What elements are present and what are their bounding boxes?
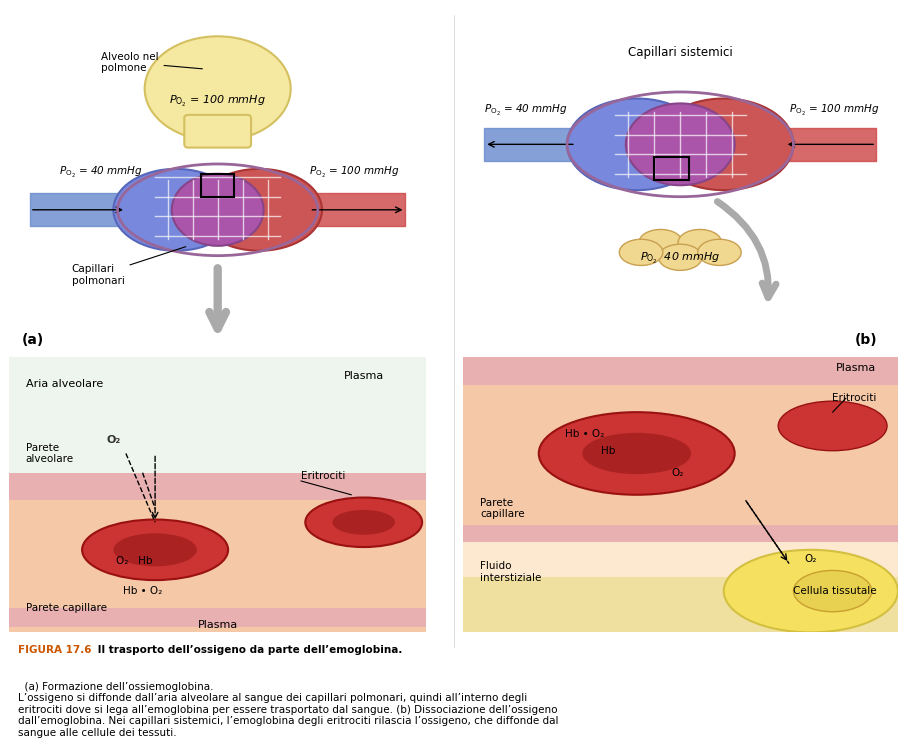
- Ellipse shape: [619, 240, 663, 266]
- FancyBboxPatch shape: [184, 115, 251, 147]
- Text: Plasma: Plasma: [198, 620, 238, 629]
- Text: Parete capillare: Parete capillare: [25, 603, 107, 612]
- Ellipse shape: [567, 98, 707, 190]
- Text: Fluido
interstiziale: Fluido interstiziale: [480, 561, 541, 583]
- Text: Capillari
polmonari: Capillari polmonari: [72, 247, 186, 286]
- Text: Capillari sistemici: Capillari sistemici: [628, 46, 733, 59]
- Text: Hb: Hb: [600, 446, 615, 456]
- Ellipse shape: [724, 550, 898, 632]
- FancyBboxPatch shape: [463, 577, 898, 632]
- FancyBboxPatch shape: [9, 481, 426, 632]
- Text: Plasma: Plasma: [836, 362, 876, 373]
- Text: Eritrociti: Eritrociti: [832, 394, 876, 403]
- FancyBboxPatch shape: [9, 357, 426, 481]
- Ellipse shape: [197, 169, 322, 251]
- Ellipse shape: [83, 519, 229, 580]
- Ellipse shape: [539, 412, 735, 495]
- Text: Hb • O₂: Hb • O₂: [123, 586, 162, 596]
- Ellipse shape: [654, 98, 794, 190]
- FancyBboxPatch shape: [9, 608, 426, 627]
- FancyBboxPatch shape: [9, 472, 426, 500]
- Text: Hb • O₂: Hb • O₂: [565, 429, 604, 439]
- Text: $P_{\mathrm{O_2}}$  40 mmHg: $P_{\mathrm{O_2}}$ 40 mmHg: [640, 251, 720, 266]
- Text: Eritrociti: Eritrociti: [301, 471, 346, 481]
- Text: Cellula tissutale: Cellula tissutale: [793, 586, 876, 596]
- Text: $P_{\mathrm{O_2}}$ = 100 mmHg: $P_{\mathrm{O_2}}$ = 100 mmHg: [789, 103, 880, 118]
- Ellipse shape: [626, 103, 735, 185]
- FancyBboxPatch shape: [463, 357, 898, 385]
- Text: O₂: O₂: [106, 435, 121, 445]
- Text: $P_{\mathrm{O_2}}$ = 100 mmHg: $P_{\mathrm{O_2}}$ = 100 mmHg: [170, 94, 266, 109]
- Text: Plasma: Plasma: [345, 371, 385, 381]
- Ellipse shape: [145, 36, 291, 141]
- Ellipse shape: [658, 244, 702, 270]
- Text: (a): (a): [22, 333, 44, 347]
- Ellipse shape: [582, 433, 691, 474]
- Text: Il trasporto dell’ossigeno da parte dell’emoglobina.: Il trasporto dell’ossigeno da parte dell…: [93, 645, 402, 655]
- FancyBboxPatch shape: [463, 533, 898, 583]
- Text: O₂   Hb: O₂ Hb: [116, 556, 152, 566]
- Text: (b): (b): [854, 333, 877, 347]
- Text: O₂: O₂: [671, 468, 684, 478]
- Text: Parete
capillare: Parete capillare: [480, 498, 524, 519]
- Ellipse shape: [639, 229, 682, 256]
- Text: O₂: O₂: [805, 554, 817, 564]
- Ellipse shape: [171, 174, 264, 246]
- Text: $P_{\mathrm{O_2}}$ = 40 mmHg: $P_{\mathrm{O_2}}$ = 40 mmHg: [59, 165, 143, 180]
- Ellipse shape: [697, 240, 741, 266]
- FancyBboxPatch shape: [463, 525, 898, 542]
- Text: Alveolo nel
polmone: Alveolo nel polmone: [101, 51, 202, 74]
- Bar: [201, 174, 234, 196]
- Ellipse shape: [113, 169, 239, 251]
- Text: FIGURA 17.6: FIGURA 17.6: [18, 645, 92, 655]
- Text: Aria alveolare: Aria alveolare: [25, 379, 103, 389]
- Ellipse shape: [778, 401, 887, 451]
- FancyBboxPatch shape: [463, 357, 898, 536]
- Text: $P_{\mathrm{O_2}}$ = 100 mmHg: $P_{\mathrm{O_2}}$ = 100 mmHg: [309, 165, 400, 180]
- Ellipse shape: [678, 229, 722, 256]
- Text: $P_{\mathrm{O_2}}$ = 40 mmHg: $P_{\mathrm{O_2}}$ = 40 mmHg: [484, 103, 568, 118]
- Ellipse shape: [794, 571, 872, 612]
- Ellipse shape: [113, 533, 197, 566]
- Bar: [654, 158, 689, 180]
- Ellipse shape: [306, 498, 422, 547]
- Text: (a) Formazione dell’ossiemoglobina.
L’ossigeno si diffonde dall’aria alveolare a: (a) Formazione dell’ossiemoglobina. L’os…: [18, 682, 559, 738]
- Text: Parete
alveolare: Parete alveolare: [25, 443, 73, 464]
- Ellipse shape: [333, 510, 395, 535]
